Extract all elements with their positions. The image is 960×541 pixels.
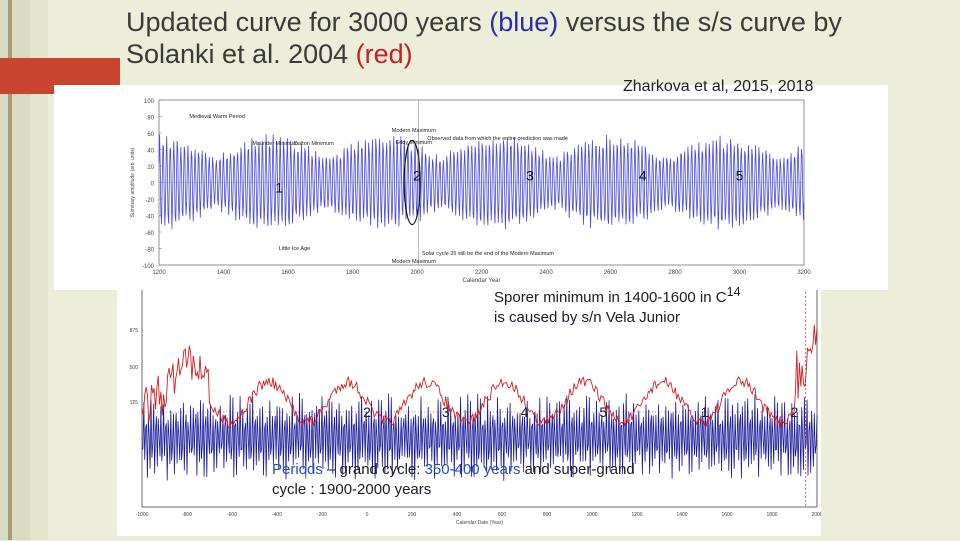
title-blue-word: (blue) bbox=[489, 7, 559, 37]
bottom-y-tick-label: 125 bbox=[130, 400, 139, 406]
modern-max-oval bbox=[403, 139, 421, 226]
bottom-x-tick-label: -400 bbox=[272, 512, 282, 518]
bottom-x-tick-label: 200 bbox=[408, 512, 417, 518]
top-x-tick-label: 1600 bbox=[281, 270, 295, 276]
periods-label: Periods bbox=[272, 461, 323, 478]
top-annotation: Eddy Minimum bbox=[396, 140, 433, 146]
bottom-red-series bbox=[141, 324, 818, 429]
top-annotation: Solar cycle 26 will be the end of the Mo… bbox=[422, 251, 554, 257]
bottom-x-axis-label: Calendar Date (Year) bbox=[456, 520, 503, 526]
top-annotation: Observed data from which the entire pred… bbox=[427, 136, 568, 142]
top-annotation: Modern Maximum bbox=[392, 128, 436, 134]
top-y-axis-label: Summary amplitude (arb. units) bbox=[130, 147, 136, 217]
top-x-tick-label: 2600 bbox=[604, 270, 618, 276]
periods-value-1: 350-400 years bbox=[424, 461, 521, 478]
top-x-axis-label: Calendar Year bbox=[462, 278, 500, 284]
left-decor-bar-light bbox=[30, 0, 48, 540]
bottom-cycle-number: 3 bbox=[442, 404, 450, 420]
top-annotation: Medieval Warm Period bbox=[189, 114, 244, 120]
top-y-tick-label: -100 bbox=[142, 264, 155, 270]
top-y-tick-label: 40 bbox=[147, 149, 154, 155]
top-cycle-number: 1 bbox=[275, 180, 283, 196]
top-y-tick-label: 0 bbox=[151, 182, 155, 188]
bottom-x-tick-label: -200 bbox=[317, 512, 327, 518]
title-red-word: (red) bbox=[355, 39, 413, 69]
top-cycle-number: 4 bbox=[639, 168, 647, 184]
bottom-x-tick-label: 600 bbox=[498, 512, 507, 518]
top-x-tick-label: 3200 bbox=[797, 270, 811, 276]
top-y-tick-label: -20 bbox=[145, 198, 154, 204]
sporer-note: Sporer minimum in 1400-1600 in C14 is ca… bbox=[494, 282, 741, 328]
top-cycle-number: 5 bbox=[736, 168, 744, 184]
top-annotation: Modern Maximum bbox=[392, 259, 436, 265]
bottom-cycle-number: 4 bbox=[521, 404, 529, 420]
top-annotation: Little Ice Age bbox=[279, 246, 311, 252]
bottom-x-tick-label: 0 bbox=[366, 512, 369, 518]
bottom-y-tick-label: 500 bbox=[130, 365, 139, 371]
bottom-x-tick-label: 400 bbox=[453, 512, 462, 518]
top-y-tick-label: -40 bbox=[145, 215, 154, 221]
bottom-chart-panel: 875 500 125 -1000 -800 -600 -400 -200 0 200 400 600… bbox=[117, 262, 823, 536]
title-text-1: Updated curve for 3000 years bbox=[126, 7, 490, 37]
bottom-cycle-number: 5 bbox=[599, 404, 607, 420]
slide-title: Updated curve for 3000 years (blue) vers… bbox=[126, 6, 846, 70]
periods-and: and bbox=[520, 461, 554, 478]
top-y-tick-label: -80 bbox=[145, 248, 154, 254]
citation: Zharkova et al, 2015, 2018 bbox=[623, 78, 814, 95]
sporer-line-1: Sporer minimum in 1400-1600 in C bbox=[494, 289, 727, 306]
top-x-tick-label: 2800 bbox=[668, 270, 682, 276]
top-annotation: Dalton Minimum bbox=[294, 141, 334, 147]
top-series-line bbox=[158, 133, 805, 230]
top-cycle-number: 2 bbox=[413, 168, 421, 184]
bottom-x-tick-label: 1200 bbox=[631, 512, 642, 518]
bottom-cycle-number: 1 bbox=[701, 404, 709, 420]
top-x-tick-label: 1400 bbox=[217, 270, 231, 276]
bottom-x-tick-label: 2000 bbox=[811, 512, 821, 518]
top-y-tick-label: -60 bbox=[145, 231, 154, 237]
bottom-blue-series bbox=[141, 392, 818, 481]
top-y-tick-label: 100 bbox=[144, 99, 155, 105]
title-text-2: versus the s/s curve by Solanki et al. 2… bbox=[126, 7, 842, 69]
sporer-sup: 14 bbox=[726, 285, 741, 299]
top-x-tick-label: 2000 bbox=[410, 270, 424, 276]
top-y-tick-label: 80 bbox=[147, 116, 154, 122]
sporer-line-2: is caused by s/n Vela Junior bbox=[494, 309, 680, 326]
top-y-tick-label: 20 bbox=[147, 165, 154, 171]
bottom-x-tick-label: -600 bbox=[227, 512, 237, 518]
bottom-x-tick-label: 800 bbox=[543, 512, 552, 518]
periods-text-1: – grand cycle: bbox=[322, 461, 425, 478]
top-annotation: Maunder Minimum bbox=[252, 141, 298, 147]
periods-note: Periods – grand cycle: 350-400 years and… bbox=[272, 460, 672, 500]
bottom-x-tick-label: 1000 bbox=[586, 512, 597, 518]
bottom-cycle-number: 2 bbox=[363, 404, 371, 420]
bottom-x-tick-label: 1800 bbox=[766, 512, 777, 518]
top-x-tick-label: 1800 bbox=[346, 270, 360, 276]
top-cycle-number: 3 bbox=[526, 168, 534, 184]
bottom-x-tick-label: -800 bbox=[182, 512, 192, 518]
bottom-x-tick-label: 1400 bbox=[676, 512, 687, 518]
bottom-cycle-number: 2 bbox=[791, 404, 799, 420]
top-x-tick-label: 2200 bbox=[475, 270, 489, 276]
top-chart-panel: 100 80 60 40 20 0 -20 -40 -60 -80 -100 1200 1400 1600… bbox=[54, 85, 888, 290]
left-stem-decor bbox=[8, 0, 12, 540]
top-x-tick-label: 1200 bbox=[152, 270, 166, 276]
bottom-x-tick-label: 1600 bbox=[721, 512, 732, 518]
bottom-x-tick-label: -1000 bbox=[136, 512, 149, 518]
top-y-tick-label: 60 bbox=[147, 132, 154, 138]
bottom-y-tick-label: 875 bbox=[130, 328, 139, 334]
periods-text-2: super-grand cycle : 1900-2000 years bbox=[272, 461, 635, 498]
top-x-tick-label: 2400 bbox=[539, 270, 553, 276]
top-x-tick-label: 3000 bbox=[733, 270, 747, 276]
